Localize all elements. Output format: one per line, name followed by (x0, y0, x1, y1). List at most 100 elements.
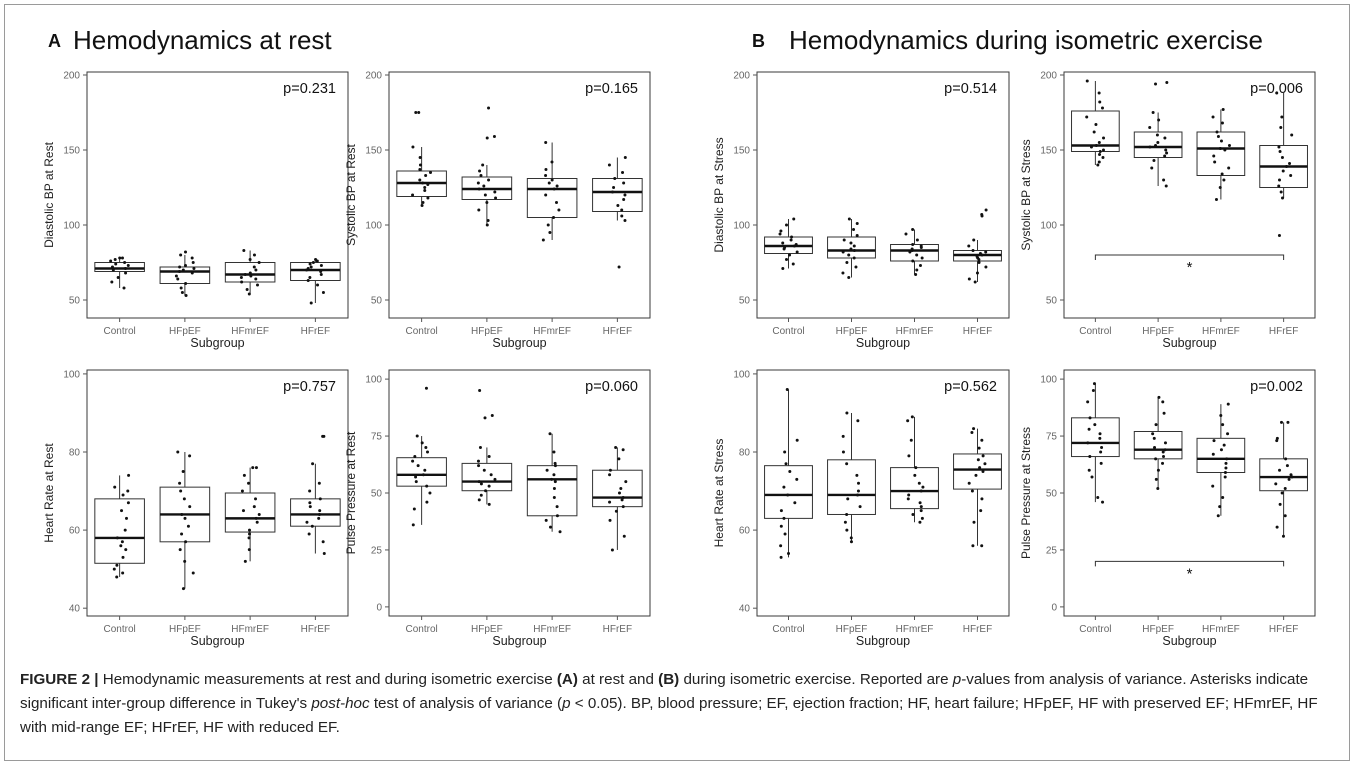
y-tick-label: 100 (365, 375, 382, 386)
x-tick-label: Control (1079, 624, 1111, 635)
data-point (979, 509, 983, 513)
data-point (307, 532, 311, 536)
data-point (845, 261, 849, 264)
data-point (487, 455, 491, 459)
data-point (176, 277, 180, 281)
data-point (482, 468, 486, 472)
box-iqr (1196, 437, 1246, 474)
data-point (1279, 190, 1283, 194)
data-point (114, 262, 118, 266)
data-point (790, 235, 794, 239)
data-point (122, 286, 126, 290)
data-point (254, 516, 258, 520)
data-point (1161, 450, 1165, 454)
data-point (1226, 432, 1230, 436)
data-point (1088, 416, 1092, 420)
data-point (1275, 91, 1279, 95)
data-point (1278, 502, 1282, 506)
data-point (909, 438, 913, 442)
data-point (1277, 234, 1281, 237)
boxplot-2: 50 100 150 200 Control HFpEF HFmrEF HFrEF Subgro… (344, 71, 651, 350)
data-point (548, 231, 552, 234)
caption-text-5: test of analysis of variance ( (369, 695, 563, 712)
data-point (910, 247, 914, 251)
data-point (913, 473, 917, 477)
data-point (553, 464, 557, 468)
data-point (1281, 196, 1285, 200)
data-point (1093, 423, 1097, 427)
data-point (1161, 400, 1165, 404)
data-point (1101, 156, 1105, 159)
data-point (252, 253, 256, 257)
data-point (121, 555, 125, 559)
data-point (1094, 144, 1098, 147)
data-point (317, 481, 321, 485)
data-point (778, 232, 782, 236)
x-axis-label: Subgroup (1162, 336, 1216, 350)
data-point (412, 507, 416, 511)
data-point (785, 258, 789, 261)
data-point (126, 501, 130, 505)
box-iqr (396, 457, 447, 487)
data-point (479, 174, 483, 177)
data-point (318, 497, 322, 501)
boxplot-grid: 50 100 150 200 Control HFpEF HFmrEF HFrEF Subgro… (42, 71, 1316, 648)
data-point (1281, 534, 1285, 538)
data-point (478, 169, 482, 173)
box-iqr (94, 262, 145, 272)
data-point (1097, 91, 1101, 95)
data-point (411, 459, 415, 463)
data-point (984, 265, 988, 269)
data-point (974, 473, 978, 477)
caption-text-6: < 0.05). BP, blood pressure; EF, ejectio… (20, 695, 1318, 736)
data-point (489, 473, 493, 477)
data-point (553, 461, 557, 465)
data-point (1156, 141, 1160, 144)
caption-ref-b: (B) (658, 671, 680, 688)
y-tick-label: 60 (69, 526, 81, 537)
data-point (248, 528, 252, 532)
data-point (1154, 457, 1158, 461)
y-tick-label: 0 (1051, 602, 1057, 613)
data-point (322, 552, 326, 556)
data-point (309, 265, 313, 269)
significance-asterisk: * (1187, 565, 1193, 582)
data-point (421, 473, 425, 477)
data-point (429, 171, 433, 174)
data-point (1101, 500, 1105, 504)
data-point (855, 473, 859, 477)
data-point (1219, 139, 1223, 143)
data-point (779, 544, 783, 548)
data-point (479, 482, 483, 486)
boxplot-1: 50 100 150 200 Control HFpEF HFmrEF HFrEF Subgro… (42, 71, 349, 350)
data-point (620, 214, 624, 218)
data-point (1086, 400, 1090, 404)
data-point (179, 253, 183, 257)
data-point (124, 271, 128, 275)
data-point (1097, 160, 1101, 164)
data-point (308, 489, 312, 493)
data-point (481, 163, 485, 167)
figure-caption: FIGURE 2 | Hemodynamic measurements at r… (20, 668, 1330, 740)
y-tick-label: 75 (1046, 432, 1058, 443)
data-point (792, 217, 796, 221)
data-point (1152, 159, 1156, 162)
data-point (1100, 106, 1104, 110)
data-point (426, 196, 430, 200)
data-point (1154, 477, 1158, 481)
data-point (257, 512, 261, 516)
plot-frame (86, 369, 349, 617)
box-iqr (890, 244, 939, 262)
data-point (113, 485, 117, 489)
data-point (1156, 468, 1160, 472)
data-point (558, 530, 562, 534)
y-axis-label: Pulse Pressure at Stress (1019, 427, 1033, 559)
data-point (620, 208, 624, 212)
data-point (1148, 145, 1152, 149)
data-point (976, 458, 980, 462)
box-iqr (827, 236, 876, 259)
data-point (176, 450, 180, 454)
data-point (255, 283, 259, 287)
data-point (1280, 156, 1284, 159)
data-point (254, 277, 258, 281)
